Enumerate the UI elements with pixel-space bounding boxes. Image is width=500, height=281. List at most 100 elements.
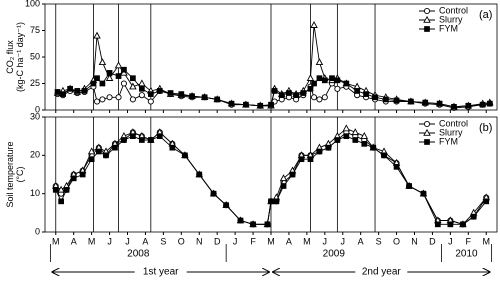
marker xyxy=(182,152,188,159)
marker xyxy=(52,186,59,193)
marker xyxy=(381,152,387,159)
marker xyxy=(280,183,287,189)
marker xyxy=(268,101,274,108)
x-tick-label: M xyxy=(88,236,96,246)
marker xyxy=(423,120,431,128)
marker xyxy=(298,156,305,163)
y-tick-label: 20 xyxy=(30,150,40,160)
marker xyxy=(360,132,369,139)
marker xyxy=(90,80,97,87)
marker xyxy=(382,96,389,103)
marker xyxy=(307,85,314,92)
marker xyxy=(273,198,280,205)
x-tick-label: J xyxy=(340,236,345,246)
y-tick-label: 100 xyxy=(25,0,40,8)
x-tick-label: F xyxy=(466,236,472,246)
marker xyxy=(420,190,427,197)
marker xyxy=(306,74,315,81)
marker xyxy=(237,217,244,224)
legend-label: Control xyxy=(439,5,468,15)
marker xyxy=(311,80,317,87)
marker xyxy=(278,92,285,99)
marker xyxy=(436,100,443,107)
x-tick-label: M xyxy=(267,236,275,246)
marker xyxy=(334,85,341,92)
legend-label: Control xyxy=(439,118,468,128)
marker xyxy=(88,156,95,163)
marker xyxy=(63,186,70,193)
marker xyxy=(264,221,271,228)
marker xyxy=(316,96,323,103)
marker xyxy=(329,75,335,82)
marker xyxy=(343,80,350,87)
marker xyxy=(169,144,176,151)
x-tick-label: J xyxy=(233,236,238,246)
marker xyxy=(300,90,307,96)
marker xyxy=(223,202,230,209)
marker xyxy=(60,91,66,97)
x-tick-label: A xyxy=(358,236,364,246)
marker xyxy=(94,75,100,82)
marker xyxy=(408,98,414,105)
x-tick-label: S xyxy=(160,236,166,246)
marker xyxy=(451,103,457,110)
marker xyxy=(279,174,288,182)
marker xyxy=(67,85,73,92)
marker xyxy=(465,102,472,109)
marker xyxy=(423,128,431,136)
marker xyxy=(58,198,64,205)
marker xyxy=(406,183,412,189)
x-tick-label: A xyxy=(286,236,292,246)
marker xyxy=(289,171,296,178)
y-tick-label: 25 xyxy=(30,78,40,88)
marker xyxy=(129,82,137,90)
marker xyxy=(156,133,163,140)
marker xyxy=(147,98,154,105)
marker xyxy=(372,94,378,101)
year-label: 2009 xyxy=(323,249,346,260)
x-tick-label: S xyxy=(376,236,382,246)
marker xyxy=(351,128,360,136)
x-tick-label: A xyxy=(142,236,148,246)
marker xyxy=(393,97,400,104)
marker xyxy=(138,79,146,87)
x-tick-label: M xyxy=(303,236,311,246)
marker xyxy=(470,213,477,220)
year-label: 2008 xyxy=(127,249,150,260)
marker xyxy=(112,144,118,151)
x-tick-label: F xyxy=(250,236,256,246)
marker xyxy=(156,88,163,94)
marker xyxy=(201,94,208,101)
marker xyxy=(479,101,486,108)
marker xyxy=(115,73,122,79)
y-tick-label: 10 xyxy=(30,188,40,198)
marker xyxy=(422,99,429,106)
marker xyxy=(423,7,431,15)
marker xyxy=(106,94,113,101)
marker xyxy=(79,171,86,178)
legend-label: Slurry xyxy=(439,14,463,24)
marker xyxy=(310,94,318,101)
marker xyxy=(483,198,490,205)
marker xyxy=(189,93,195,100)
marker xyxy=(343,133,350,140)
marker xyxy=(93,31,101,39)
marker xyxy=(321,77,328,84)
marker xyxy=(114,61,123,69)
period-label: 1st year xyxy=(143,267,179,278)
marker xyxy=(342,124,351,132)
period-label: 2nd year xyxy=(362,267,402,278)
marker xyxy=(121,66,127,73)
marker xyxy=(315,58,324,66)
marker xyxy=(98,58,107,66)
marker xyxy=(105,74,114,81)
marker xyxy=(271,88,278,94)
y-axis-label: CO₂ flux(kg-C ha⁻¹ day⁻¹) xyxy=(5,22,25,92)
year-label: 2010 xyxy=(455,249,478,260)
marker xyxy=(423,15,431,23)
legend-label: FYM xyxy=(439,136,458,146)
marker xyxy=(293,92,299,99)
marker xyxy=(130,133,136,140)
y-axis-label: Soil temperature(°C) xyxy=(5,141,25,207)
